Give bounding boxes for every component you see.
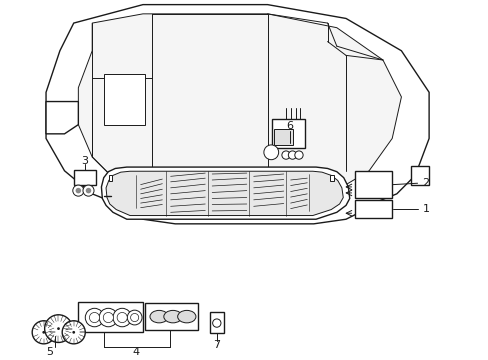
Circle shape: [99, 308, 117, 327]
Circle shape: [288, 151, 296, 159]
Circle shape: [73, 185, 84, 196]
Ellipse shape: [163, 310, 182, 323]
Bar: [274, 129, 292, 145]
Bar: [103, 74, 145, 125]
Circle shape: [72, 331, 75, 334]
Bar: [272, 119, 305, 148]
Circle shape: [42, 331, 45, 334]
Circle shape: [264, 145, 278, 160]
Bar: [355, 171, 391, 198]
Circle shape: [130, 314, 139, 321]
Bar: [78, 302, 142, 332]
Polygon shape: [410, 166, 428, 185]
Circle shape: [113, 308, 131, 327]
Bar: [145, 303, 198, 330]
Bar: [355, 200, 391, 218]
Ellipse shape: [177, 310, 196, 323]
Polygon shape: [78, 14, 401, 210]
Circle shape: [76, 188, 81, 193]
Circle shape: [85, 308, 103, 327]
Text: 2: 2: [422, 178, 428, 188]
Circle shape: [85, 188, 91, 193]
Circle shape: [294, 151, 303, 159]
Polygon shape: [46, 102, 78, 134]
Circle shape: [57, 327, 60, 330]
Circle shape: [44, 315, 72, 342]
Text: 7: 7: [213, 340, 220, 350]
Polygon shape: [101, 167, 349, 219]
Circle shape: [89, 312, 100, 323]
Text: 1: 1: [422, 204, 428, 214]
Circle shape: [212, 319, 221, 327]
Text: 6: 6: [285, 121, 293, 131]
Text: 3: 3: [81, 156, 88, 166]
Circle shape: [281, 151, 289, 159]
Circle shape: [103, 312, 113, 323]
Text: 4: 4: [132, 347, 139, 357]
Bar: [209, 312, 224, 333]
Circle shape: [32, 321, 55, 344]
Polygon shape: [106, 171, 343, 216]
Circle shape: [62, 321, 85, 344]
Polygon shape: [46, 5, 428, 224]
Polygon shape: [330, 175, 333, 181]
Circle shape: [127, 310, 142, 325]
Text: 5: 5: [46, 347, 53, 357]
Circle shape: [83, 185, 94, 196]
Circle shape: [117, 312, 127, 323]
Ellipse shape: [150, 310, 168, 323]
Bar: [74, 170, 96, 185]
Polygon shape: [109, 175, 112, 181]
